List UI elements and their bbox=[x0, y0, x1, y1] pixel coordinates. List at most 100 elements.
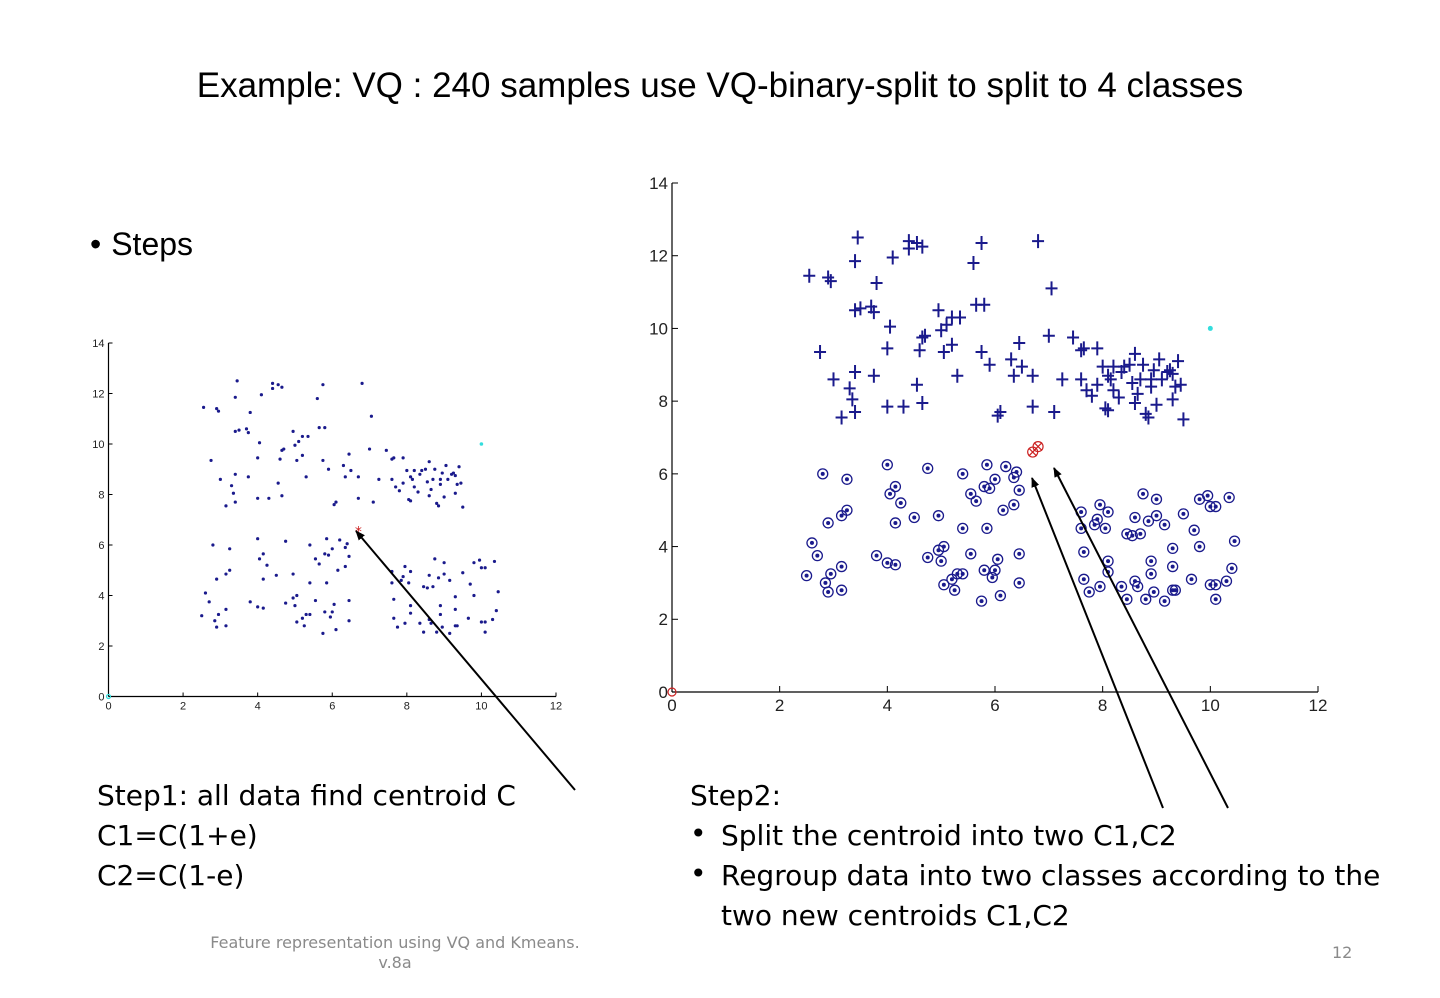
data-point-plus bbox=[1112, 390, 1125, 405]
data-point-plus bbox=[849, 254, 862, 269]
point-ring bbox=[965, 548, 977, 560]
data-point-circled bbox=[1167, 542, 1179, 555]
data-point bbox=[451, 471, 456, 475]
point-dot bbox=[1001, 508, 1006, 513]
data-point bbox=[436, 504, 441, 508]
data-point bbox=[276, 481, 280, 485]
data-point-circled bbox=[1083, 586, 1095, 598]
data-point-plus bbox=[1102, 403, 1115, 418]
data-point-circled bbox=[1115, 580, 1128, 593]
point-dot bbox=[1197, 544, 1202, 549]
data-point bbox=[246, 475, 250, 479]
data-point-circled bbox=[978, 564, 990, 576]
point-ring bbox=[1142, 515, 1155, 527]
data-point-plus bbox=[1128, 395, 1141, 410]
page-number: 12 bbox=[1332, 943, 1353, 962]
data-point bbox=[422, 630, 426, 634]
point-ring bbox=[1185, 573, 1198, 585]
data-point bbox=[330, 547, 334, 551]
point-ring bbox=[957, 468, 969, 480]
slide-title: Example: VQ : 240 samples use VQ-binary-… bbox=[196, 66, 1244, 105]
x-tick-label: 4 bbox=[883, 696, 892, 715]
point-ring bbox=[881, 557, 893, 569]
data-point-plus bbox=[1104, 372, 1117, 387]
point-dot bbox=[1213, 582, 1218, 587]
data-point-plus bbox=[1123, 357, 1136, 372]
point-ring bbox=[881, 459, 893, 471]
data-point bbox=[369, 414, 374, 418]
data-point-circled bbox=[1134, 528, 1146, 540]
x-tick-label: 0 bbox=[105, 701, 111, 713]
point-dot bbox=[912, 515, 917, 520]
data-point bbox=[392, 597, 396, 601]
data-point bbox=[297, 439, 301, 444]
point-ring bbox=[1102, 566, 1114, 578]
data-point-circled bbox=[989, 564, 1001, 576]
step2-bullet: Regroup data into two classes according … bbox=[690, 854, 1401, 936]
data-point bbox=[440, 625, 444, 629]
data-point-plus bbox=[881, 341, 894, 356]
data-point-circled bbox=[1075, 522, 1087, 535]
point-ring bbox=[970, 495, 982, 507]
x-tick-label: 12 bbox=[550, 701, 562, 713]
data-point bbox=[427, 460, 431, 464]
data-point-plus bbox=[916, 239, 929, 254]
data-point bbox=[256, 496, 260, 500]
data-point-plus bbox=[1048, 405, 1061, 420]
data-point-circled bbox=[1013, 548, 1025, 560]
point-dot bbox=[1017, 551, 1022, 556]
data-point bbox=[397, 489, 401, 493]
point-dot bbox=[898, 500, 903, 505]
data-point-circled bbox=[1228, 535, 1241, 547]
point-ring bbox=[992, 553, 1004, 565]
data-point-circled bbox=[1158, 519, 1171, 531]
data-point-circled bbox=[965, 488, 977, 500]
data-point bbox=[345, 542, 349, 546]
data-point bbox=[433, 557, 437, 561]
data-point-plus bbox=[1015, 359, 1028, 374]
point-dot bbox=[1151, 590, 1156, 595]
point-ring bbox=[895, 497, 907, 509]
data-point-circled bbox=[889, 517, 902, 529]
point-dot bbox=[1003, 464, 1008, 469]
point-ring bbox=[889, 480, 902, 493]
data-point-circled bbox=[870, 550, 883, 562]
point-dot bbox=[804, 573, 809, 578]
data-point bbox=[315, 396, 319, 401]
point-ring bbox=[884, 488, 896, 500]
data-point bbox=[442, 572, 446, 576]
data-point bbox=[233, 472, 237, 476]
point-ring bbox=[1210, 500, 1222, 513]
data-point-plus bbox=[822, 270, 835, 285]
data-point bbox=[377, 477, 381, 481]
data-point-circled bbox=[1126, 530, 1138, 542]
data-point-plus bbox=[1096, 359, 1109, 374]
point-ring bbox=[1158, 595, 1171, 607]
point-dot bbox=[960, 526, 965, 531]
y-tick-label: 0 bbox=[98, 691, 104, 703]
data-point-plus bbox=[1075, 372, 1088, 387]
data-point-circled bbox=[935, 555, 947, 567]
data-point bbox=[215, 577, 219, 581]
x-tick-label: 10 bbox=[475, 701, 487, 713]
point-ring bbox=[1145, 568, 1157, 580]
data-point bbox=[446, 477, 450, 481]
data-point-plus bbox=[1137, 357, 1150, 372]
data-point bbox=[492, 559, 497, 564]
data-point bbox=[321, 458, 325, 463]
point-dot bbox=[1141, 491, 1146, 496]
data-point bbox=[483, 620, 487, 624]
data-point-plus bbox=[951, 368, 964, 383]
data-point bbox=[257, 441, 262, 445]
data-point-plus bbox=[1118, 359, 1131, 374]
data-point-circled bbox=[822, 586, 834, 598]
point-dot bbox=[960, 571, 965, 576]
data-point bbox=[408, 569, 413, 574]
point-dot bbox=[1170, 546, 1175, 551]
point-dot bbox=[809, 540, 814, 545]
data-point-circled bbox=[965, 548, 977, 560]
data-point-circled bbox=[957, 468, 969, 480]
data-point bbox=[270, 386, 275, 391]
data-point-plus bbox=[803, 268, 816, 283]
data-point-plus bbox=[1045, 281, 1058, 296]
